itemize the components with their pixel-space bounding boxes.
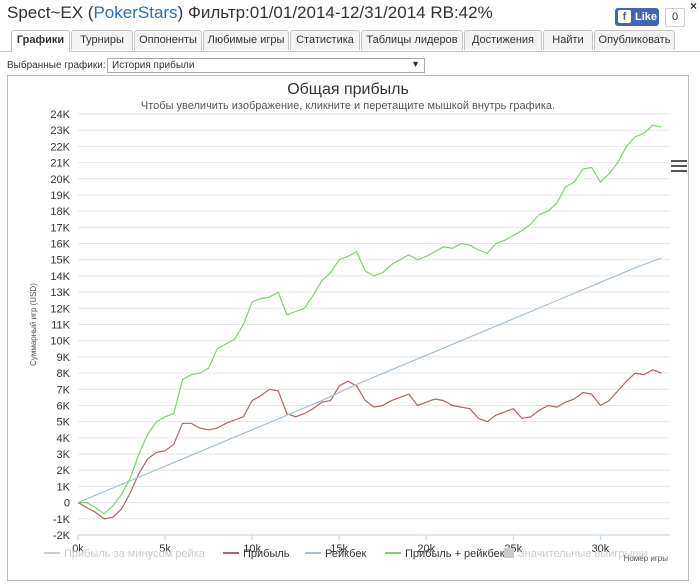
x-tick-label: 30k [591,543,609,555]
y-tick-label: 23K [50,125,70,137]
y-tick-label: 11K [51,320,70,332]
facebook-like-label: Like [635,11,658,23]
y-tick-label: 13K [50,287,70,299]
y-axis-label: Суммарный игр (USD) [29,283,38,366]
x-tick-label: 15k [330,543,348,555]
y-tick-label: 15K [50,255,70,267]
tab-1[interactable]: Графики [11,30,70,52]
y-tick-label: 12K [50,303,70,315]
y-tick-label: 17K [50,222,70,234]
tab-8[interactable]: Найти [543,30,593,50]
tab-6[interactable]: Таблицы лидеров [361,30,463,50]
x-tick-label: 20k [417,543,435,555]
title-suffix: ) Фильтр:01/01/2014-12/31/2014 RB:42% [177,3,493,22]
legend-item-total[interactable]: Прибыль + рейкбек [405,548,505,560]
chart-selector-label: Выбранные графики: [7,60,106,71]
y-tick-label: 9K [57,352,71,364]
tab-7[interactable]: Достижения [464,30,542,50]
y-tick-label: 2K [57,465,71,477]
facebook-like-button[interactable]: f Like [615,8,659,26]
tab-2[interactable]: Турниры [71,30,133,50]
tab-3[interactable]: Оппоненты [134,30,202,50]
tab-9[interactable]: Опубликовать [594,30,675,50]
y-tick-label: 1K [57,481,71,493]
y-tick-label: 16K [50,239,70,251]
y-tick-label: 18K [50,206,70,218]
x-tick-label: 5k [159,543,171,555]
legend-item-nonrake[interactable]: Прибыль за минусом рейка [64,548,206,560]
y-tick-label: 21K [50,158,70,170]
window-titlebar: Spect~EX (PokerStars) Фильтр:01/01/2014-… [0,0,700,28]
window-title: Spect~EX (PokerStars) Фильтр:01/01/2014-… [7,3,493,23]
chart-select-value: История прибыли [112,60,195,71]
legend-item-rakeback[interactable]: Рейкбек [325,548,366,560]
y-tick-label: 14K [50,271,70,283]
site-link[interactable]: PokerStars [93,3,178,22]
tab-4[interactable]: Любимые игры [203,30,289,50]
y-tick-label: 4K [57,433,71,445]
y-tick-label: 22K [50,141,70,153]
x-tick-label: 10k [243,543,261,555]
title-prefix: Spect~EX ( [7,3,94,22]
y-tick-label: 6K [57,400,71,412]
y-tick-label: 19K [50,190,70,202]
close-icon[interactable]: × [689,0,697,13]
y-tick-label: 10K [50,336,70,348]
series-line-rakeback [77,257,662,504]
series-line-total [78,124,662,515]
facebook-icon: f [618,10,631,23]
y-tick-label: 8K [57,368,71,380]
y-tick-label: 3K [57,449,71,461]
chart-subtitle: Чтобы увеличить изображение, кликните и … [141,100,555,112]
series-line-profit [77,369,662,520]
y-tick-label: 24K [50,109,70,121]
y-tick-label: 5K [57,417,71,429]
x-axis-label: Номер игры [624,554,669,563]
facebook-like-count: 0 [665,8,685,27]
chart-panel: Общая прибыль Чтобы увеличить изображение… [7,75,689,581]
y-tick-label: 7K [57,384,71,396]
tab-5[interactable]: Статистика [290,30,360,50]
legend-marker-significant [504,548,514,558]
y-tick-label: -1K [53,514,71,526]
chevron-down-icon: ▼ [411,59,420,69]
profit-chart[interactable]: Общая прибыль Чтобы увеличить изображение… [8,76,688,580]
legend-item-significant[interactable]: Значительные выигрыши [518,548,647,560]
x-tick-label: 0k [72,543,84,555]
y-tick-label: 20K [50,174,70,186]
legend-item-profit[interactable]: Прибыль [243,548,290,560]
chart-title: Общая прибыль [287,81,409,98]
y-tick-label: -2K [53,530,71,542]
chart-select-dropdown[interactable]: История прибыли ▼ [107,58,425,73]
chart-menu-icon[interactable] [671,160,687,175]
y-tick-label: 0 [64,498,70,510]
tab-bar: Графики Турниры Оппоненты Любимые игры Стати… [0,29,700,52]
